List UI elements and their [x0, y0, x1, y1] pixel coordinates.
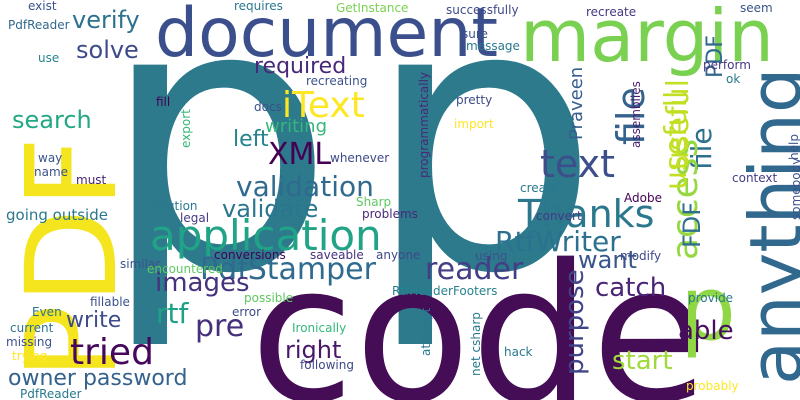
word-probably: probably: [686, 380, 739, 392]
word-modify: modify: [620, 250, 661, 262]
word-somebody: somebody: [790, 158, 800, 220]
word-provide: provide: [688, 292, 733, 304]
word-anyone: anyone: [376, 249, 420, 261]
word-attempt: attempt: [420, 308, 432, 356]
word-problems: problems: [362, 208, 418, 220]
word-anything: anything: [740, 67, 800, 385]
word-exist: exist: [28, 0, 57, 12]
word-use: use: [38, 52, 59, 64]
word-search: search: [12, 108, 92, 132]
word-left: left: [233, 129, 269, 151]
word-assemblies: assemblies: [630, 81, 642, 148]
word-going-outside: going outside: [6, 208, 108, 223]
word-convert: convert: [536, 210, 582, 222]
word-getinstance: GetInstance: [336, 2, 408, 14]
word-recreate: recreate: [586, 6, 636, 18]
word-rtf: rtf: [156, 300, 188, 328]
word-praveen: Praveen: [568, 67, 586, 140]
word-net-csharp: net csharp: [470, 312, 482, 376]
word-solve: solve: [76, 38, 139, 62]
word-encountered: encountered: [147, 263, 223, 275]
word-saveable: saveable: [310, 249, 364, 261]
word-conversions: conversions: [214, 249, 286, 261]
word-whenever: whenever: [330, 152, 389, 164]
word-current: current: [10, 322, 53, 334]
word-trying: trying: [12, 350, 47, 362]
word-way: way: [38, 152, 62, 164]
word-must: must: [76, 174, 106, 186]
word-perform: perform: [703, 59, 751, 71]
word-help: help: [788, 134, 800, 160]
word-hack: hack: [504, 346, 533, 358]
word-following: following: [300, 359, 354, 371]
word-error: error: [232, 306, 261, 318]
word-ironically: Ironically: [292, 322, 346, 334]
word-write: write: [66, 310, 121, 332]
word-start: start: [612, 348, 673, 374]
word-requires: requires: [234, 0, 283, 12]
word-name: name: [34, 166, 68, 178]
word-message: message: [466, 40, 520, 52]
word-recreating: recreating: [306, 75, 367, 87]
word-verify: verify: [72, 8, 140, 32]
word-catch: catch: [595, 275, 666, 301]
word-purpose: purpose: [562, 269, 588, 375]
word-import: import: [454, 118, 494, 130]
word-rtfheaderfooters: RtfHeaderFooters: [392, 285, 497, 297]
word-missing: missing: [6, 336, 52, 348]
word-export: export: [180, 109, 192, 148]
word-adobe: Adobe: [624, 192, 662, 204]
word-possible: possible: [244, 292, 293, 304]
word-legal: legal: [180, 212, 209, 224]
word-fillable: fillable: [90, 296, 130, 308]
word-seem: seem: [740, 2, 773, 14]
word-pdfreader: PdfReader: [8, 19, 70, 31]
word-text: text: [540, 145, 615, 183]
word-able: able: [678, 318, 734, 344]
word-ok: ok: [726, 73, 740, 85]
word-successfully: successfully: [446, 4, 519, 16]
word-fill: fill: [156, 96, 170, 108]
word-xml: XML: [268, 140, 331, 170]
word-fdf: FDF: [680, 202, 704, 248]
word-writing: writing: [265, 118, 327, 136]
word-using: using: [475, 250, 507, 262]
word-even: Even: [32, 306, 62, 318]
word-usefull: usefull: [662, 91, 692, 190]
word-create: create: [520, 182, 558, 194]
word-validate: validate: [222, 197, 318, 221]
word-pretty: pretty: [456, 94, 492, 106]
word-context: context: [732, 172, 777, 184]
word-programmatically: programmatically: [418, 72, 430, 178]
word-docs: docs: [254, 101, 282, 113]
word-pdfreader: PdfReader: [20, 388, 82, 400]
